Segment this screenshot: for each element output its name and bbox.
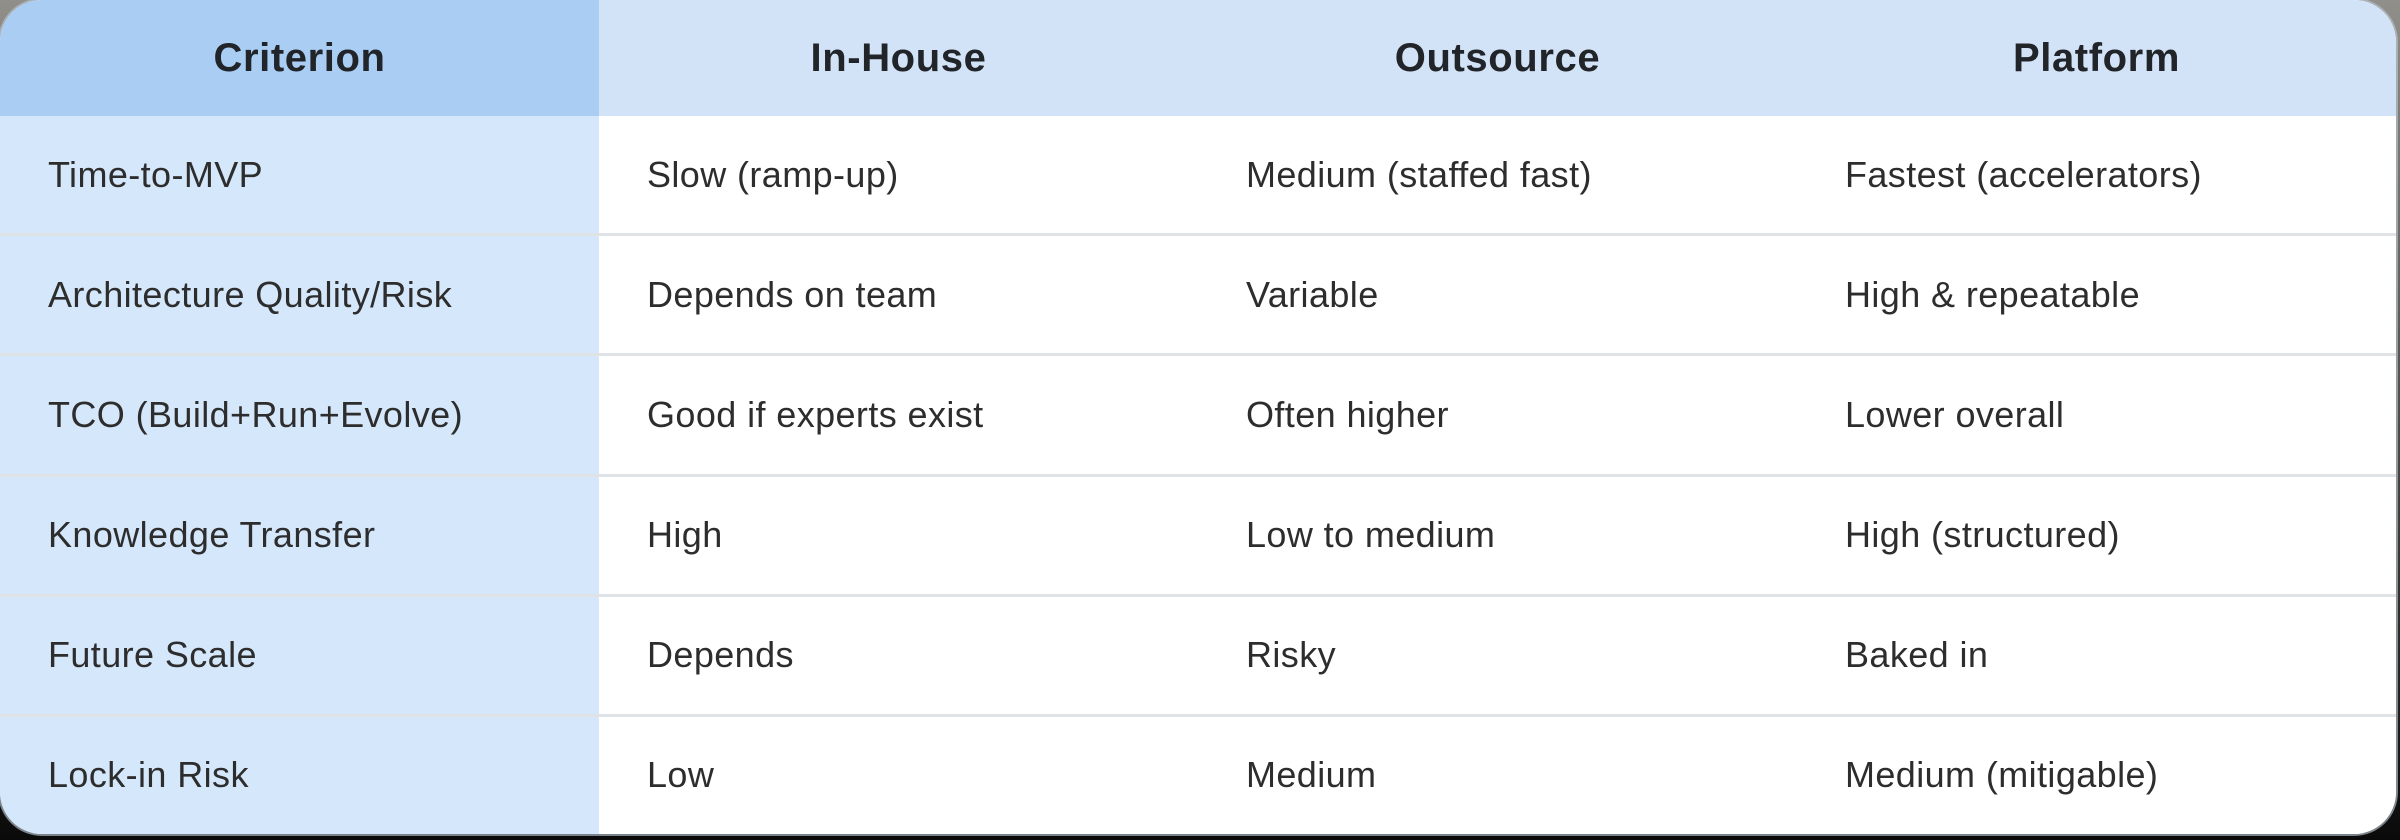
in-house-cell: Depends on team bbox=[599, 236, 1198, 354]
criterion-cell: Architecture Quality/Risk bbox=[0, 236, 599, 354]
platform-cell: Medium (mitigable) bbox=[1797, 716, 2396, 834]
table-header-row: Criterion In-House Outsource Platform bbox=[0, 0, 2396, 116]
table-row-future-scale: Future Scale Depends Risky Baked in bbox=[0, 593, 2396, 714]
outsource-cell: Risky bbox=[1198, 596, 1797, 714]
criterion-cell: Lock-in Risk bbox=[0, 716, 599, 834]
criterion-cell: Time-to-MVP bbox=[0, 116, 599, 234]
platform-cell: High & repeatable bbox=[1797, 236, 2396, 354]
in-house-cell: Depends bbox=[599, 596, 1198, 714]
table-row-architecture-quality-risk: Architecture Quality/Risk Depends on tea… bbox=[0, 233, 2396, 354]
criterion-cell: Knowledge Transfer bbox=[0, 476, 599, 594]
table-row-time-to-mvp: Time-to-MVP Slow (ramp-up) Medium (staff… bbox=[0, 116, 2396, 234]
in-house-cell: High bbox=[599, 476, 1198, 594]
outsource-cell: Medium (staffed fast) bbox=[1198, 116, 1797, 234]
platform-cell: Lower overall bbox=[1797, 356, 2396, 474]
platform-cell: Fastest (accelerators) bbox=[1797, 116, 2396, 234]
criterion-cell: Future Scale bbox=[0, 596, 599, 714]
in-house-cell: Low bbox=[599, 716, 1198, 834]
outsource-cell: Medium bbox=[1198, 716, 1797, 834]
platform-cell: High (structured) bbox=[1797, 476, 2396, 594]
in-house-cell: Slow (ramp-up) bbox=[599, 116, 1198, 234]
table-row-knowledge-transfer: Knowledge Transfer High Low to medium Hi… bbox=[0, 473, 2396, 594]
header-cell-outsource: Outsource bbox=[1394, 35, 1601, 80]
outsource-cell: Variable bbox=[1198, 236, 1797, 354]
in-house-cell: Good if experts exist bbox=[599, 356, 1198, 474]
table-row-tco: TCO (Build+Run+Evolve) Good if experts e… bbox=[0, 353, 2396, 474]
header-cell-in-house: In-House bbox=[810, 35, 987, 80]
table-row-lock-in-risk: Lock-in Risk Low Medium Medium (mitigabl… bbox=[0, 713, 2396, 834]
criterion-cell: TCO (Build+Run+Evolve) bbox=[0, 356, 599, 474]
outsource-cell: Often higher bbox=[1198, 356, 1797, 474]
header-cell-platform: Platform bbox=[2012, 35, 2181, 80]
header-cell-criterion: Criterion bbox=[0, 0, 599, 116]
platform-cell: Baked in bbox=[1797, 596, 2396, 714]
outsource-cell: Low to medium bbox=[1198, 476, 1797, 594]
